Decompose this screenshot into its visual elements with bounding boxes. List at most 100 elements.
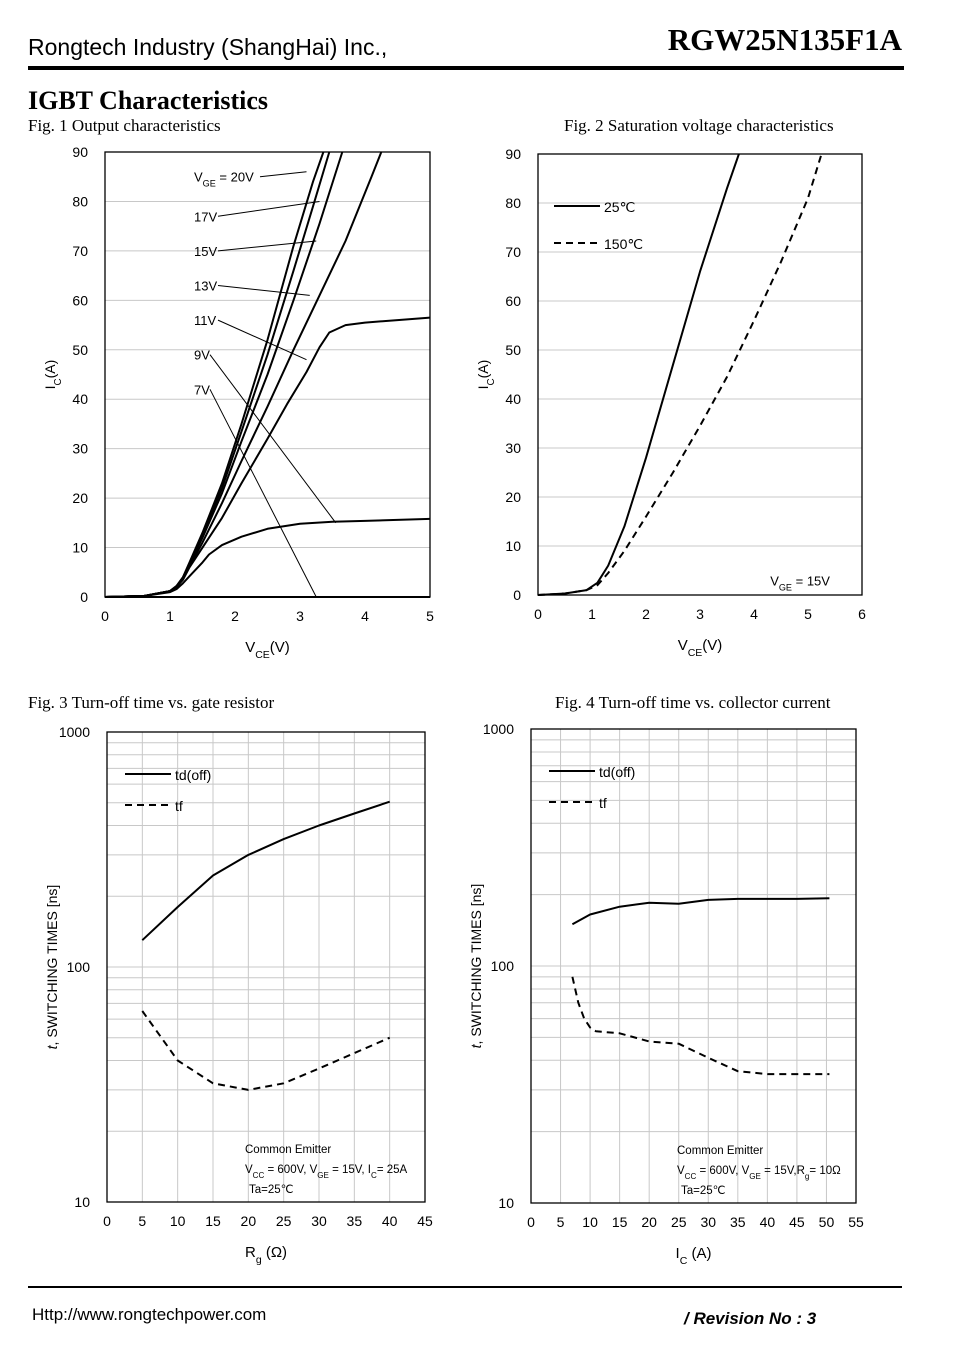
fig1-series-line [104, 151, 344, 598]
fig1-curve-label: 7V [194, 382, 210, 397]
fig2-y-tick-label: 40 [505, 391, 521, 407]
fig2-legend-label: 150℃ [604, 236, 643, 252]
footer-url[interactable]: Http://www.rongtechpower.com [32, 1305, 267, 1324]
fig3-y-axis-label: t, SWITCHING TIMES [ns] [44, 885, 60, 1050]
fig1-y-axis-label: IC(A) [42, 360, 64, 390]
fig2-series-line [537, 153, 740, 596]
fig2-y-tick-label: 10 [505, 538, 521, 554]
fig1-curve-label: 11V [194, 313, 216, 328]
fig2-y-tick-label: 60 [505, 293, 521, 309]
fig1-leader-line [209, 354, 337, 524]
fig4-x-tick-label: 35 [730, 1214, 746, 1230]
fig1-leader-line [259, 171, 307, 178]
fig2-x-axis-label: VCE(V) [678, 637, 723, 659]
fig4-series-line [571, 976, 830, 1076]
fig4-x-tick-label: 15 [612, 1214, 628, 1230]
fig4-x-tick-label: 55 [848, 1214, 864, 1230]
footer-rule [28, 1286, 902, 1288]
fig2-y-axis-label: IC(A) [475, 360, 497, 390]
fig2-x-tick-label: 4 [750, 606, 758, 622]
fig1-y-tick-label: 50 [72, 342, 88, 358]
fig2-legend-label: 25℃ [604, 199, 635, 215]
fig4-x-axis-label: IC (A) [676, 1245, 712, 1267]
fig1-series-line [104, 151, 383, 598]
fig3-x-tick-label: 10 [170, 1213, 186, 1229]
fig4-y-tick-label: 1000 [483, 721, 514, 737]
fig4-series-line [571, 897, 830, 926]
fig1-x-tick-label: 2 [231, 608, 239, 624]
fig2-y-tick-label: 30 [505, 440, 521, 456]
footer-revision: / Revision No : 3 [684, 1309, 817, 1328]
fig4-x-tick-label: 25 [671, 1214, 687, 1230]
fig2-y-tick-label: 50 [505, 342, 521, 358]
fig1-y-tick-label: 70 [72, 243, 88, 259]
fig1-y-tick-label: 40 [72, 391, 88, 407]
fig1-series-line [104, 316, 431, 598]
fig4-x-tick-label: 5 [557, 1214, 565, 1230]
fig1-series-line [104, 151, 331, 598]
fig1-x-tick-label: 3 [296, 608, 304, 624]
fig2-y-tick-label: 90 [505, 146, 521, 162]
fig4-x-tick-label: 45 [789, 1214, 805, 1230]
fig1-y-tick-label: 60 [72, 292, 88, 308]
fig3-x-tick-label: 30 [311, 1213, 327, 1229]
fig1-y-tick-label: 80 [72, 193, 88, 209]
fig4-plot-frame [530, 728, 857, 1204]
fig3-x-tick-label: 0 [103, 1213, 111, 1229]
fig4-y-tick-label: 10 [498, 1195, 514, 1211]
fig3-y-tick-label: 1000 [59, 724, 90, 740]
fig1-x-tick-label: 4 [361, 608, 369, 624]
fig1-x-tick-label: 0 [101, 608, 109, 624]
fig4-condition-note: Ta=25℃ [681, 1185, 726, 1197]
fig2-annotation: VGE = 15V [770, 573, 830, 592]
fig1-series-line [104, 517, 431, 598]
fig4-x-tick-label: 10 [582, 1214, 598, 1230]
fig3-caption: Fig. 3 Turn-off time vs. gate resistor [28, 693, 275, 712]
fig1-curve-label: 17V [194, 209, 217, 224]
fig1-curve-label: 15V [194, 244, 217, 259]
fig2-y-tick-label: 80 [505, 195, 521, 211]
fig2-x-tick-label: 5 [804, 606, 812, 622]
fig2-y-tick-label: 0 [513, 587, 521, 603]
fig3-x-axis-label: Rg (Ω) [245, 1244, 287, 1266]
fig3-x-tick-label: 35 [347, 1213, 363, 1229]
fig3-x-tick-label: 20 [241, 1213, 257, 1229]
fig3-x-tick-label: 40 [382, 1213, 398, 1229]
fig4-legend-label: td(off) [599, 764, 635, 780]
fig1-x-tick-label: 1 [166, 608, 174, 624]
fig3-series-line [141, 1010, 391, 1091]
fig1-chart: 0 1 2 3 4 50102030405060708090VCE(V)IC(A)VGE … [42, 144, 434, 661]
fig1-curve-label: 13V [194, 279, 217, 294]
fig3-x-tick-label: 25 [276, 1213, 292, 1229]
fig2-series-line [537, 153, 823, 596]
fig3-series-line [141, 800, 391, 941]
fig3-chart: 0 5 10 15 20 25 30 35 40 45 10 100 1000 Rg (Ω) t, SWIT… [44, 724, 433, 1266]
fig1-leader-line [217, 240, 317, 252]
fig1-leader-line [217, 285, 310, 296]
fig3-plot-frame [106, 731, 426, 1203]
fig4-condition-note: VCC = 600V, VGE = 15V,Rg= 10Ω [677, 1165, 841, 1181]
fig2-chart: 0 1 2 3 4 5 60102030405060708090VCE(V)IC(A)25℃… [475, 146, 866, 659]
fig4-x-tick-label: 20 [641, 1214, 657, 1230]
fig3-condition-note: VCC = 600V, VGE = 15V, IC= 25A [245, 1164, 408, 1180]
company-name: Rongtech Industry (ShangHai) Inc., [28, 34, 388, 60]
fig1-y-tick-label: 90 [72, 144, 88, 160]
fig1-caption: Fig. 1 Output characteristics [28, 116, 221, 135]
fig2-caption: Fig. 2 Saturation voltage characteristic… [564, 116, 834, 135]
fig4-x-tick-label: 30 [700, 1214, 716, 1230]
part-number: RGW25N135F1A [667, 22, 902, 57]
fig3-legend-label: tf [175, 798, 183, 814]
fig1-leader-line [217, 200, 320, 217]
fig3-condition-note: Common Emitter [245, 1144, 331, 1156]
header-rule [28, 66, 904, 70]
fig4-y-tick-label: 100 [491, 958, 515, 974]
fig2-y-tick-label: 70 [505, 244, 521, 260]
section-title: IGBT Characteristics [28, 86, 268, 115]
fig4-y-axis-label: t, SWITCHING TIMES [ns] [468, 884, 484, 1049]
fig4-caption: Fig. 4 Turn-off time vs. collector curre… [555, 693, 831, 712]
fig1-x-tick-label: 5 [426, 608, 434, 624]
fig3-x-tick-label: 5 [138, 1213, 146, 1229]
fig2-x-tick-label: 1 [588, 606, 596, 622]
fig1-leader-line [209, 389, 317, 598]
